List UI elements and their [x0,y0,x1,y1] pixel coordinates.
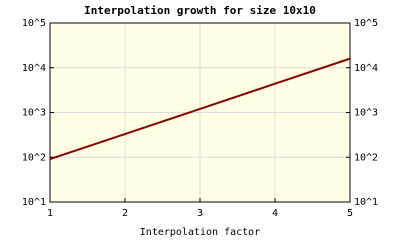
y-tick-label: 10^5 [22,18,46,29]
chart-title: Interpolation growth for size 10x10 [84,4,316,17]
y-tick-label: 10^1 [22,197,46,208]
plot-frame [49,22,351,203]
x-tick-label: 3 [197,208,203,219]
x-tick-label: 1 [47,208,53,219]
x-tick-label: 5 [347,208,353,219]
y-tick-label: 10^2 [22,152,46,163]
x-axis-label: Interpolation factor [140,227,260,238]
y-tick-label: 10^3 [22,108,46,119]
y2-tick-label: 10^5 [354,18,378,29]
y2-tick-label: 10^3 [354,108,378,119]
y2-tick-label: 10^2 [354,152,378,163]
y2-tick-label: 10^4 [354,63,378,74]
x-tick-label: 2 [122,208,128,219]
y2-tick-label: 10^1 [354,197,378,208]
y-tick-label: 10^4 [22,63,46,74]
line [49,57,351,161]
x-tick-label: 4 [272,208,278,219]
